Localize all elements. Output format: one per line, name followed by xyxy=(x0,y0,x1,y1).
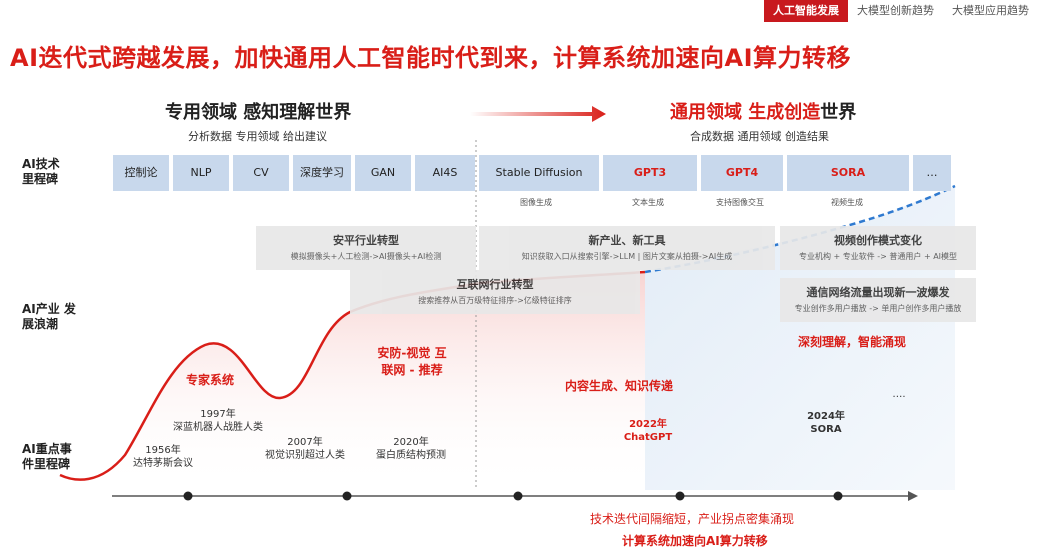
event-text: SORA xyxy=(810,424,842,435)
industry-box-desc: 专业创作多用户播放 -> 单用户创作多用户播放 xyxy=(794,304,962,313)
event-text: 深蓝机器人战胜人类 xyxy=(173,422,263,433)
event-2024: 2024年 SORA xyxy=(796,410,856,436)
footer-line-1: 技术迭代间隔缩短，产业拐点密集涌现 xyxy=(590,512,795,526)
event-text: 视觉识别超过人类 xyxy=(265,450,345,461)
tech-pill-ai4s: AI4S xyxy=(415,155,475,191)
event-2007: 2007年 视觉识别超过人类 xyxy=(255,436,355,462)
era-arrow xyxy=(470,106,606,122)
event-1997: 1997年 深蓝机器人战胜人类 xyxy=(163,408,273,434)
tech-pill-cv: CV xyxy=(233,155,289,191)
tech-pill-deep-learning: 深度学习 xyxy=(293,155,351,191)
tech-pill-sora: SORA xyxy=(787,155,909,191)
timeline-dot xyxy=(513,491,523,501)
top-tab-bar: 人工智能发展 大模型创新趋势 大模型应用趋势 xyxy=(764,0,1038,22)
industry-box-title: 通信网络流量出现新一波爆发 xyxy=(806,286,950,299)
tech-pill-gpt4: GPT4 xyxy=(701,155,783,191)
footer-line-2: 计算系统加速向AI算力转移 xyxy=(622,534,768,548)
page-headline: AI迭代式跨越发展，加快通用人工智能时代到来，计算系统加速向AI算力转移 xyxy=(10,44,852,72)
tech-pill-sub-sora: 视频生成 xyxy=(831,198,863,207)
event-more: …. xyxy=(884,388,914,401)
timeline-dot xyxy=(675,491,685,501)
event-year: 1956年 xyxy=(145,445,181,456)
tab-model-application[interactable]: 大模型应用趋势 xyxy=(952,4,1029,17)
left-era-subtitle: 分析数据 专用领域 给出建议 xyxy=(188,130,327,143)
timeline-arrowhead xyxy=(908,491,918,501)
left-era-title: 专用领域 感知理解世界 xyxy=(165,102,352,123)
tech-pill-nlp: NLP xyxy=(173,155,229,191)
industry-box-title: 视频创作模式变化 xyxy=(834,234,922,247)
right-era-title-black: 世界 xyxy=(820,102,857,123)
tech-pill-stable-diffusion: Stable Diffusion xyxy=(479,155,599,191)
event-year: 2024年 xyxy=(807,411,845,422)
event-2020: 2020年 蛋白质结构预测 xyxy=(365,436,457,462)
tab-ai-development[interactable]: 人工智能发展 xyxy=(764,0,848,22)
right-era-title-red: 通用领域 生成创造 xyxy=(670,102,821,123)
event-text: 蛋白质结构预测 xyxy=(376,450,446,461)
event-year: 2022年 xyxy=(629,419,667,430)
tech-pill-gpt3: GPT3 xyxy=(603,155,697,191)
row-label-events: AI重点事 件里程碑 xyxy=(22,442,72,471)
wave-label-expert-system: 专家系统 xyxy=(186,373,235,387)
timeline-dot xyxy=(342,491,352,501)
event-year: 2020年 xyxy=(393,437,429,448)
timeline-dot xyxy=(183,491,193,501)
event-year: 2007年 xyxy=(287,437,323,448)
industry-box-network: 通信网络流量出现新一波爆发 专业创作多用户播放 -> 单用户创作多用户播放 xyxy=(780,278,976,322)
timeline-dot xyxy=(833,491,843,501)
tech-pill-sub-gpt3: 文本生成 xyxy=(632,198,664,207)
industry-box-title: 新产业、新工具 xyxy=(588,234,666,247)
right-era-title: 通用领域 生成创造世界 xyxy=(670,98,856,124)
industry-box-desc: 模拟摄像头+人工检测->AI摄像头+AI检测 xyxy=(290,252,442,261)
event-text: 达特茅斯会议 xyxy=(133,458,193,469)
tech-pill-sub-gpt4: 支持图像交互 xyxy=(716,198,764,207)
industry-box-title: 安平行业转型 xyxy=(333,234,399,247)
tech-pill-control-theory: 控制论 xyxy=(113,155,169,191)
event-text: ChatGPT xyxy=(623,432,673,443)
event-text: …. xyxy=(892,389,906,400)
wave-label-content-generation: 内容生成、知识传递 xyxy=(565,379,674,393)
industry-box-title: 互联网行业转型 xyxy=(456,278,534,291)
wave-label-deep-understanding: 深刻理解，智能涌现 xyxy=(798,335,907,349)
industry-box-video: 视频创作模式变化 专业机构 + 专业软件 -> 普通用户 + AI模型 xyxy=(780,226,976,270)
event-year: 1997年 xyxy=(200,409,236,420)
right-era-subtitle: 合成数据 通用领域 创造结果 xyxy=(690,130,829,143)
tech-pill-gan: GAN xyxy=(355,155,411,191)
industry-box-internet: 互联网行业转型 搜索推荐从百万级特征排序->亿级特征排序 xyxy=(350,270,640,314)
tab-model-innovation[interactable]: 大模型创新趋势 xyxy=(857,4,934,17)
industry-box-desc: 搜索推荐从百万级特征排序->亿级特征排序 xyxy=(418,296,572,305)
industry-box-desc: 专业机构 + 专业软件 -> 普通用户 + AI模型 xyxy=(798,252,958,261)
industry-box-desc: 知识获取入口从搜索引擎->LLM | 图片文案从拍摄->AI生成 xyxy=(521,252,733,261)
event-2022: 2022年 ChatGPT xyxy=(618,418,678,444)
row-label-industry: AI产业 发展浪潮 xyxy=(22,302,76,331)
tech-pill-more: … xyxy=(913,155,951,191)
industry-box-new-tools: 新产业、新工具 知识获取入口从搜索引擎->LLM | 图片文案从拍摄->AI生成 xyxy=(479,226,775,270)
wave-area xyxy=(60,272,645,490)
row-label-tech: AI技术 里程碑 xyxy=(22,157,60,186)
industry-box-security: 安平行业转型 模拟摄像头+人工检测->AI摄像头+AI检测 xyxy=(256,226,476,270)
tech-pill-sub-stable-diffusion: 图像生成 xyxy=(520,198,552,207)
wave-label-vision-recommendation: 安防-视觉 互联网 - 推荐 xyxy=(377,346,447,377)
event-1956: 1956年 达特茅斯会议 xyxy=(126,444,200,470)
